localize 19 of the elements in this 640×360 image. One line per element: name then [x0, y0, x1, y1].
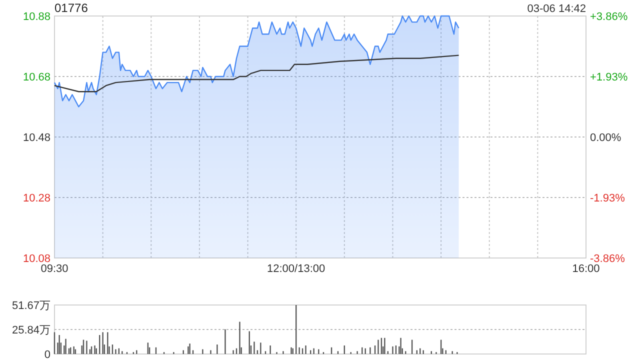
y2-tick-label: 0.00%: [590, 132, 622, 144]
y2-tick-label: +3.86%: [590, 11, 628, 23]
line-series: [54, 54, 460, 92]
y-tick-label: 10.68: [22, 72, 50, 84]
y2-tick-label: -3.86%: [590, 253, 626, 265]
y-tick-label: 25.84万: [12, 324, 50, 336]
y-tick-label: 10.48: [22, 132, 50, 144]
y-tick-label: 10.28: [22, 192, 50, 204]
y-tick-label: 10.08: [22, 253, 50, 265]
y-tick-label: 51.67万: [12, 300, 50, 312]
text: 03-06 14:42: [527, 3, 586, 15]
chart-title: 01776: [54, 1, 88, 15]
y2-tick-label: -1.93%: [590, 192, 626, 204]
y-tick-label: 0: [44, 349, 50, 360]
x-tick-label: 16:00: [572, 263, 600, 275]
y-tick-label: 10.88: [22, 11, 50, 23]
y2-tick-label: +1.93%: [590, 72, 628, 84]
x-tick-label: 12:00/13:00: [267, 263, 326, 275]
x-tick-label: 09:30: [40, 263, 68, 275]
